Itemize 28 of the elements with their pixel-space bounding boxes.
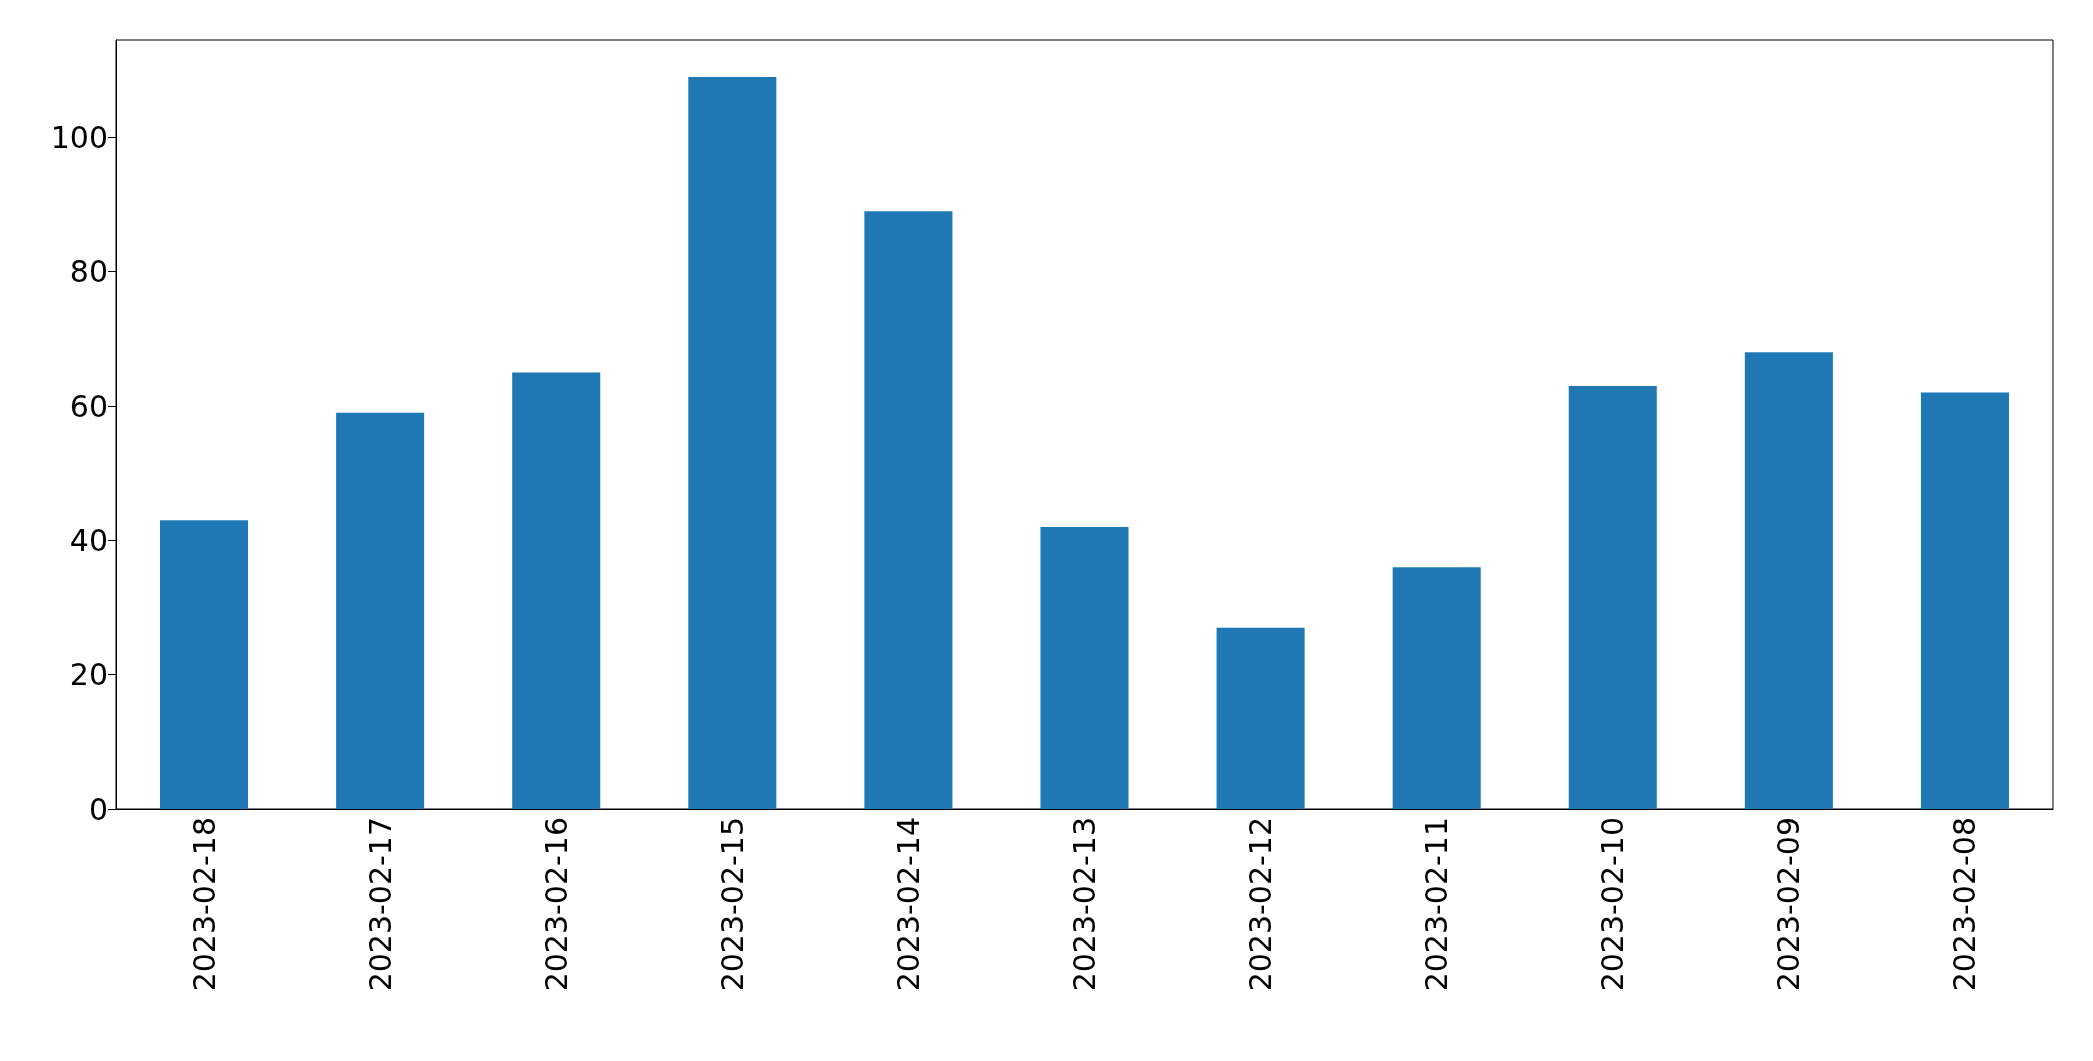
x-tick-label: 2023-02-16 (538, 817, 574, 992)
bar (336, 412, 425, 809)
x-tick-label: 2023-02-17 (362, 817, 398, 992)
bar (512, 372, 601, 809)
y-tick-label: 20 (69, 657, 108, 693)
bar (1568, 385, 1657, 809)
x-tick-label: 2023-02-14 (890, 817, 926, 992)
x-tick-label: 2023-02-15 (714, 817, 750, 992)
x-tick-label: 2023-02-18 (186, 817, 222, 992)
x-tick-label: 2023-02-11 (1419, 817, 1455, 992)
x-tick-label: 2023-02-08 (1947, 817, 1983, 992)
bar (1920, 392, 2009, 809)
x-tick-label: 2023-02-12 (1243, 817, 1279, 992)
x-tick-label: 2023-02-09 (1771, 817, 1807, 992)
x-tick-label: 2023-02-13 (1067, 817, 1102, 992)
bar (1392, 567, 1481, 809)
y-tick-label: 100 (50, 119, 108, 155)
bar (864, 211, 953, 809)
y-tick-label: 0 (88, 791, 108, 827)
bar (1744, 352, 1833, 809)
bar (688, 76, 777, 809)
bar (1040, 526, 1129, 809)
y-tick-label: 80 (69, 254, 108, 290)
y-tick-label: 60 (69, 388, 108, 424)
bar (160, 520, 249, 809)
bar (1216, 627, 1305, 809)
y-tick-label: 40 (69, 522, 108, 558)
x-tick-label: 2023-02-10 (1595, 817, 1631, 992)
